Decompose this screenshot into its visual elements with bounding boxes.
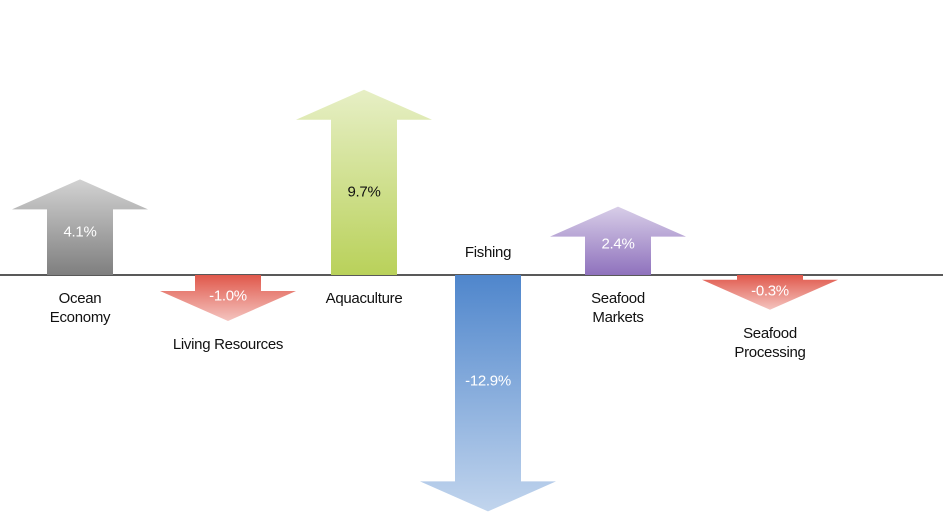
- category-label: Ocean Economy: [49, 290, 111, 326]
- arrow: [296, 89, 432, 275]
- value-label: 2.4%: [601, 235, 635, 253]
- arrow: [160, 275, 296, 321]
- value-label: -0.3%: [751, 282, 789, 300]
- value-label: 4.1%: [63, 223, 97, 241]
- value-label: -12.9%: [465, 372, 511, 390]
- category-label: Seafood Processing: [734, 324, 806, 361]
- arrow: [420, 275, 556, 512]
- category-label: Fishing: [464, 244, 512, 261]
- category-label: Seafood Markets: [591, 290, 645, 326]
- value-label: -1.0%: [209, 287, 247, 305]
- arrow: [12, 179, 148, 275]
- category-label: Living Resources: [172, 336, 284, 353]
- value-label: 9.7%: [347, 183, 381, 201]
- arrow: [550, 206, 686, 275]
- category-label: Aquaculture: [325, 290, 403, 307]
- arrow: [702, 275, 838, 310]
